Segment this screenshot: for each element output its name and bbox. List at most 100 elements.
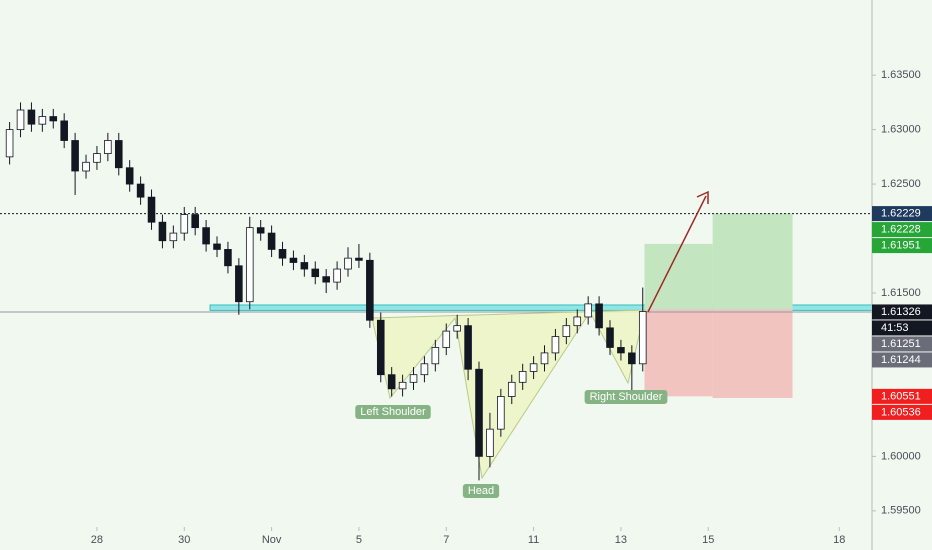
- candle-body: [475, 368, 483, 457]
- candle-body: [158, 221, 167, 242]
- candle-body: [497, 396, 505, 430]
- candle-body: [169, 232, 178, 242]
- candle-body: [278, 249, 287, 259]
- y-tick-label: 1.61500: [881, 287, 921, 299]
- candle-body: [60, 120, 68, 141]
- price-label-bg: [872, 336, 932, 352]
- candle-body: [180, 214, 189, 234]
- price-label: 1.61326: [881, 306, 921, 318]
- candle-body: [638, 311, 647, 365]
- candle-body: [562, 325, 571, 337]
- candle-body: [289, 257, 298, 263]
- candle-body: [191, 214, 199, 229]
- candle-body: [125, 167, 134, 185]
- candle-body: [442, 330, 451, 348]
- price-label-bg: [872, 222, 932, 238]
- candle-body: [256, 227, 265, 234]
- candle-body: [147, 196, 156, 223]
- candle-body: [409, 374, 418, 383]
- price-label-bg: [872, 304, 932, 320]
- price-label-bg: [872, 320, 932, 336]
- candle-body: [486, 428, 494, 457]
- loss-box: [712, 309, 793, 398]
- loss-box: [644, 309, 713, 397]
- price-label: 41:53: [881, 322, 909, 334]
- pattern-label: Right Shoulder: [590, 391, 663, 403]
- candle-body: [420, 363, 429, 376]
- over-layer: 1.63500 1.63000 1.62500 1.61500 1.60000 1.595…: [91, 69, 932, 546]
- pattern-label: Head: [468, 485, 494, 497]
- x-tick-label: 30: [178, 534, 190, 546]
- price-label-bg: [872, 404, 932, 420]
- candle-body: [82, 161, 90, 172]
- candle-body: [551, 336, 560, 354]
- candle-body: [136, 183, 145, 198]
- candle-body: [617, 347, 625, 354]
- candle-body: [322, 276, 330, 283]
- candle-body: [387, 374, 396, 390]
- y-tick-label: 1.63000: [881, 124, 921, 136]
- pattern-label-bg: [355, 405, 431, 419]
- candle-body: [333, 268, 341, 283]
- x-tick-label: 15: [702, 534, 714, 546]
- price-label: 1.60536: [881, 406, 921, 418]
- candle-body: [376, 319, 385, 376]
- pattern-label-bg: [584, 390, 668, 404]
- under-layer: [0, 213, 873, 398]
- candle-body: [311, 268, 320, 278]
- candle-body: [573, 316, 582, 327]
- profit-box: [644, 243, 713, 310]
- y-tick-label: 1.60000: [881, 450, 921, 462]
- price-label-bg: [872, 238, 932, 254]
- candle-body: [453, 325, 461, 332]
- candle-body: [431, 347, 440, 365]
- x-tick-label: Nov: [262, 534, 282, 546]
- candle-body: [529, 363, 538, 372]
- candle-body: [49, 116, 58, 122]
- price-label: 1.61951: [881, 240, 921, 252]
- candle-body: [93, 153, 101, 163]
- pattern-label: Left Shoulder: [360, 406, 426, 418]
- y-tick-label: 1.62500: [881, 178, 921, 190]
- price-label: 1.61244: [881, 354, 921, 366]
- candle-body: [464, 325, 472, 370]
- price-label-bg: [872, 388, 932, 404]
- candle-body: [202, 227, 210, 245]
- pattern-label-bg: [462, 484, 500, 498]
- candle-body: [38, 116, 47, 125]
- arrow-head: [696, 190, 709, 204]
- candle-body: [224, 249, 232, 267]
- candle-body: [398, 381, 407, 390]
- candle-body: [267, 232, 276, 250]
- candle-body: [114, 140, 123, 169]
- price-label: 1.62229: [881, 208, 921, 220]
- candle-body: [16, 109, 25, 131]
- candle-body: [606, 327, 614, 348]
- y-tick-label: 1.59500: [881, 505, 921, 517]
- price-label: 1.60551: [881, 390, 921, 402]
- x-tick-label: 7: [443, 534, 449, 546]
- candle-body: [5, 129, 14, 158]
- x-tick-label: 28: [91, 534, 103, 546]
- candle-body: [507, 381, 516, 397]
- candle-body: [584, 303, 592, 318]
- candle-body: [366, 259, 374, 321]
- candle-body: [71, 140, 79, 172]
- candle-body: [628, 352, 636, 365]
- candle-body: [344, 257, 352, 270]
- price-label-bg: [872, 352, 932, 368]
- profit-box: [712, 213, 793, 310]
- price-label: 1.61251: [881, 338, 921, 350]
- x-tick-label: 11: [528, 534, 539, 546]
- candle-body: [595, 303, 603, 329]
- y-tick-label: 1.63500: [881, 69, 921, 81]
- x-tick-label: 18: [833, 534, 845, 546]
- candle-body: [355, 257, 363, 261]
- candle-body: [300, 262, 309, 270]
- price-label: 1.62228: [881, 224, 921, 236]
- price-label-bg: [872, 206, 932, 222]
- candle-body: [518, 371, 527, 383]
- marks-layer: [5, 102, 647, 481]
- candle-body: [245, 227, 254, 303]
